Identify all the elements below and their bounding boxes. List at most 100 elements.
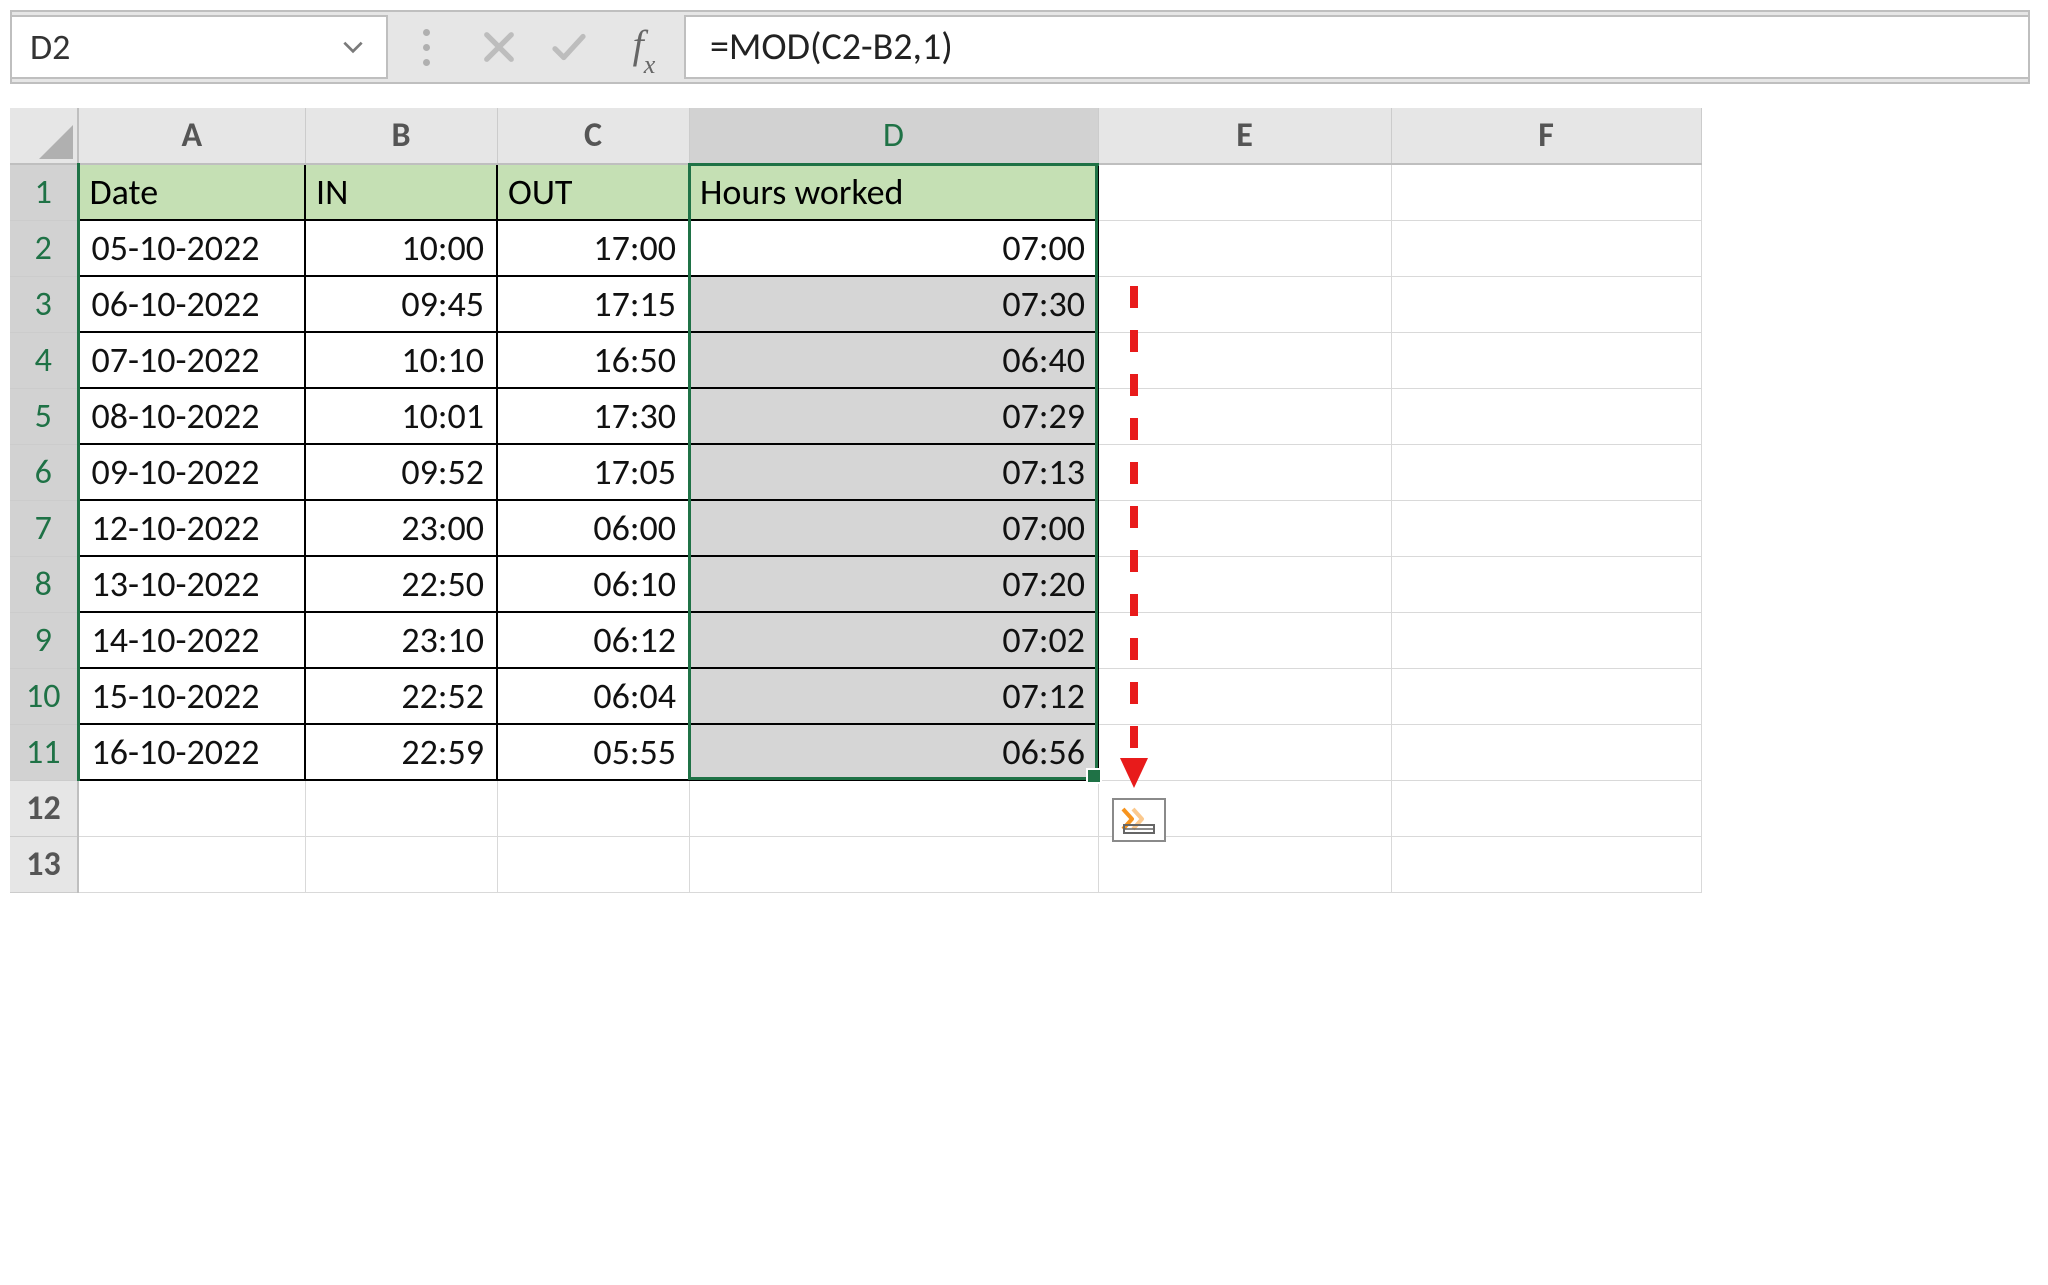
cell-E2[interactable] xyxy=(1098,220,1391,276)
cell-B13[interactable] xyxy=(305,836,497,892)
cell-F1[interactable] xyxy=(1391,164,1701,220)
cell-D1[interactable]: Hours worked xyxy=(689,164,1098,220)
column-header-A[interactable]: A xyxy=(78,108,305,164)
cell-B8[interactable]: 22:50 xyxy=(305,556,497,612)
cell-C3[interactable]: 17:15 xyxy=(497,276,689,332)
column-header-F[interactable]: F xyxy=(1391,108,1701,164)
cell-C13[interactable] xyxy=(497,836,689,892)
row-header-1[interactable]: 1 xyxy=(10,164,78,220)
row-header-13[interactable]: 13 xyxy=(10,836,78,892)
cell-A10[interactable]: 15-10-2022 xyxy=(78,668,305,724)
cell-B1[interactable]: IN xyxy=(305,164,497,220)
fill-down-arrow-annotation xyxy=(1114,276,1174,804)
cell-A2[interactable]: 05-10-2022 xyxy=(78,220,305,276)
cell-D10[interactable]: 07:12 xyxy=(689,668,1098,724)
column-header-B[interactable]: B xyxy=(305,108,497,164)
cell-C10[interactable]: 06:04 xyxy=(497,668,689,724)
cell-B9[interactable]: 23:10 xyxy=(305,612,497,668)
cell-D5[interactable]: 07:29 xyxy=(689,388,1098,444)
autofill-options-button[interactable] xyxy=(1112,798,1166,842)
cell-D6[interactable]: 07:13 xyxy=(689,444,1098,500)
cell-D3[interactable]: 07:30 xyxy=(689,276,1098,332)
cell-C2[interactable]: 17:00 xyxy=(497,220,689,276)
cell-B6[interactable]: 09:52 xyxy=(305,444,497,500)
cell-B10[interactable]: 22:52 xyxy=(305,668,497,724)
cell-A4[interactable]: 07-10-2022 xyxy=(78,332,305,388)
cell-D8[interactable]: 07:20 xyxy=(689,556,1098,612)
row-header-11[interactable]: 11 xyxy=(10,724,78,780)
cell-F4[interactable] xyxy=(1391,332,1701,388)
cell-D13[interactable] xyxy=(689,836,1098,892)
row-header-6[interactable]: 6 xyxy=(10,444,78,500)
cell-C12[interactable] xyxy=(497,780,689,836)
select-all-corner[interactable] xyxy=(10,108,78,164)
row-header-7[interactable]: 7 xyxy=(10,500,78,556)
cell-B4[interactable]: 10:10 xyxy=(305,332,497,388)
enter-formula-button xyxy=(534,15,604,79)
cell-B11[interactable]: 22:59 xyxy=(305,724,497,780)
formula-bar-drag-handle-icon[interactable] xyxy=(422,29,430,66)
column-header-E[interactable]: E xyxy=(1098,108,1391,164)
cell-F7[interactable] xyxy=(1391,500,1701,556)
cell-B2[interactable]: 10:00 xyxy=(305,220,497,276)
cell-A5[interactable]: 08-10-2022 xyxy=(78,388,305,444)
row-header-5[interactable]: 5 xyxy=(10,388,78,444)
name-box-value: D2 xyxy=(30,25,70,69)
spreadsheet-grid[interactable]: ABCDEF1DateINOUTHours worked205-10-20221… xyxy=(10,108,2048,1285)
cell-B7[interactable]: 23:00 xyxy=(305,500,497,556)
row-header-2[interactable]: 2 xyxy=(10,220,78,276)
cell-A9[interactable]: 14-10-2022 xyxy=(78,612,305,668)
cell-A6[interactable]: 09-10-2022 xyxy=(78,444,305,500)
cell-F9[interactable] xyxy=(1391,612,1701,668)
cell-C1[interactable]: OUT xyxy=(497,164,689,220)
row-header-10[interactable]: 10 xyxy=(10,668,78,724)
row-header-4[interactable]: 4 xyxy=(10,332,78,388)
column-header-C[interactable]: C xyxy=(497,108,689,164)
formula-input[interactable]: =MOD(C2-B2,1) xyxy=(684,15,2030,79)
cell-C7[interactable]: 06:00 xyxy=(497,500,689,556)
cell-D11[interactable]: 06:56 xyxy=(689,724,1098,780)
cell-B12[interactable] xyxy=(305,780,497,836)
row-header-9[interactable]: 9 xyxy=(10,612,78,668)
formula-bar: D2 fx =MOD(C2-B2,1) xyxy=(10,10,2030,84)
cell-A7[interactable]: 12-10-2022 xyxy=(78,500,305,556)
cell-E1[interactable] xyxy=(1098,164,1391,220)
cell-F10[interactable] xyxy=(1391,668,1701,724)
insert-function-button[interactable]: fx xyxy=(604,21,684,74)
cell-C8[interactable]: 06:10 xyxy=(497,556,689,612)
row-header-3[interactable]: 3 xyxy=(10,276,78,332)
cell-D12[interactable] xyxy=(689,780,1098,836)
cell-A3[interactable]: 06-10-2022 xyxy=(78,276,305,332)
cell-D9[interactable]: 07:02 xyxy=(689,612,1098,668)
cell-A11[interactable]: 16-10-2022 xyxy=(78,724,305,780)
cell-D2[interactable]: 07:00 xyxy=(689,220,1098,276)
cell-C5[interactable]: 17:30 xyxy=(497,388,689,444)
cell-C4[interactable]: 16:50 xyxy=(497,332,689,388)
row-header-12[interactable]: 12 xyxy=(10,780,78,836)
name-box-dropdown-icon[interactable] xyxy=(332,17,374,77)
row-header-8[interactable]: 8 xyxy=(10,556,78,612)
cell-C11[interactable]: 05:55 xyxy=(497,724,689,780)
cell-F3[interactable] xyxy=(1391,276,1701,332)
column-header-D[interactable]: D xyxy=(689,108,1098,164)
cell-D4[interactable]: 06:40 xyxy=(689,332,1098,388)
cell-A12[interactable] xyxy=(78,780,305,836)
cell-F8[interactable] xyxy=(1391,556,1701,612)
cell-F6[interactable] xyxy=(1391,444,1701,500)
cell-B3[interactable]: 09:45 xyxy=(305,276,497,332)
cell-F11[interactable] xyxy=(1391,724,1701,780)
cell-A1[interactable]: Date xyxy=(78,164,305,220)
cell-A13[interactable] xyxy=(78,836,305,892)
cell-B5[interactable]: 10:01 xyxy=(305,388,497,444)
cell-C6[interactable]: 17:05 xyxy=(497,444,689,500)
cell-F5[interactable] xyxy=(1391,388,1701,444)
cell-F13[interactable] xyxy=(1391,836,1701,892)
cell-F12[interactable] xyxy=(1391,780,1701,836)
cell-D7[interactable]: 07:00 xyxy=(689,500,1098,556)
cell-F2[interactable] xyxy=(1391,220,1701,276)
cell-C9[interactable]: 06:12 xyxy=(497,612,689,668)
cell-A8[interactable]: 13-10-2022 xyxy=(78,556,305,612)
cell-E13[interactable] xyxy=(1098,836,1391,892)
formula-text: =MOD(C2-B2,1) xyxy=(710,24,953,70)
name-box[interactable]: D2 xyxy=(10,15,388,79)
